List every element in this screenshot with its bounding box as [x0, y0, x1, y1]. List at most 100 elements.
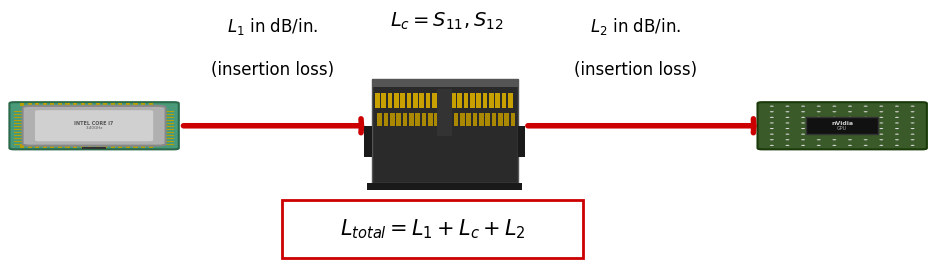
Bar: [14, 138, 23, 139]
Bar: [134, 103, 137, 106]
Bar: [166, 141, 174, 142]
Bar: [14, 141, 23, 142]
Circle shape: [864, 111, 868, 112]
Circle shape: [895, 128, 899, 129]
Bar: [416, 113, 420, 126]
Text: INTEL CORE i7: INTEL CORE i7: [74, 121, 114, 125]
Bar: [14, 126, 23, 127]
Circle shape: [801, 134, 805, 135]
Text: nVidia: nVidia: [831, 121, 853, 126]
Bar: [420, 93, 424, 108]
Bar: [141, 103, 145, 106]
Bar: [409, 113, 414, 126]
Text: (insertion loss): (insertion loss): [574, 61, 696, 79]
Bar: [119, 145, 122, 148]
Bar: [96, 103, 100, 106]
Bar: [413, 93, 418, 108]
Bar: [444, 93, 449, 108]
Circle shape: [786, 139, 789, 140]
Circle shape: [879, 117, 884, 118]
Bar: [466, 113, 470, 126]
Bar: [472, 113, 477, 126]
Circle shape: [786, 106, 789, 107]
Bar: [166, 132, 174, 133]
Circle shape: [848, 106, 852, 107]
Bar: [470, 93, 474, 108]
Circle shape: [801, 139, 805, 140]
FancyBboxPatch shape: [23, 106, 166, 146]
Bar: [58, 103, 62, 106]
Bar: [166, 120, 174, 121]
Circle shape: [864, 139, 868, 140]
Circle shape: [879, 106, 884, 107]
Bar: [447, 113, 452, 126]
Bar: [166, 114, 174, 115]
Bar: [464, 93, 469, 108]
Bar: [66, 145, 70, 148]
Bar: [126, 145, 130, 148]
Circle shape: [864, 117, 868, 118]
Circle shape: [848, 145, 852, 146]
Circle shape: [848, 117, 852, 118]
Circle shape: [801, 128, 805, 129]
Circle shape: [848, 111, 852, 112]
Bar: [88, 103, 92, 106]
Circle shape: [817, 117, 821, 118]
Circle shape: [911, 145, 915, 146]
Circle shape: [911, 106, 915, 107]
Circle shape: [848, 139, 852, 140]
Bar: [14, 129, 23, 130]
Bar: [166, 117, 174, 118]
Bar: [400, 93, 405, 108]
Bar: [141, 145, 145, 148]
Bar: [422, 113, 426, 126]
Circle shape: [911, 139, 915, 140]
Circle shape: [770, 128, 774, 129]
Bar: [396, 113, 401, 126]
Circle shape: [864, 145, 868, 146]
Bar: [14, 144, 23, 145]
Circle shape: [801, 111, 805, 112]
Bar: [104, 103, 107, 106]
Circle shape: [833, 145, 837, 146]
Circle shape: [911, 128, 915, 129]
Bar: [14, 111, 23, 112]
Bar: [432, 93, 437, 108]
Circle shape: [895, 111, 899, 112]
Bar: [14, 117, 23, 118]
Bar: [20, 145, 24, 148]
Circle shape: [833, 117, 837, 118]
FancyBboxPatch shape: [282, 200, 583, 258]
Bar: [518, 126, 525, 157]
Bar: [166, 123, 174, 124]
Circle shape: [895, 106, 899, 107]
FancyBboxPatch shape: [758, 102, 927, 149]
Bar: [504, 113, 509, 126]
Bar: [438, 89, 452, 136]
Bar: [806, 117, 878, 134]
Circle shape: [895, 134, 899, 135]
Text: $L_2$ in dB/in.: $L_2$ in dB/in.: [590, 16, 680, 37]
Circle shape: [801, 145, 805, 146]
Circle shape: [817, 139, 821, 140]
Circle shape: [786, 122, 789, 123]
Circle shape: [770, 134, 774, 135]
Circle shape: [895, 122, 899, 123]
Text: GPU: GPU: [837, 126, 847, 131]
Circle shape: [786, 134, 789, 135]
Circle shape: [833, 134, 837, 135]
Bar: [372, 79, 518, 87]
Circle shape: [801, 122, 805, 123]
Bar: [479, 113, 484, 126]
Bar: [394, 93, 399, 108]
Bar: [451, 93, 455, 108]
Bar: [489, 93, 494, 108]
Circle shape: [786, 117, 789, 118]
Bar: [377, 113, 382, 126]
Bar: [88, 145, 92, 148]
Bar: [498, 113, 502, 126]
Bar: [403, 113, 407, 126]
Circle shape: [817, 106, 821, 107]
Bar: [388, 93, 392, 108]
Circle shape: [864, 106, 868, 107]
